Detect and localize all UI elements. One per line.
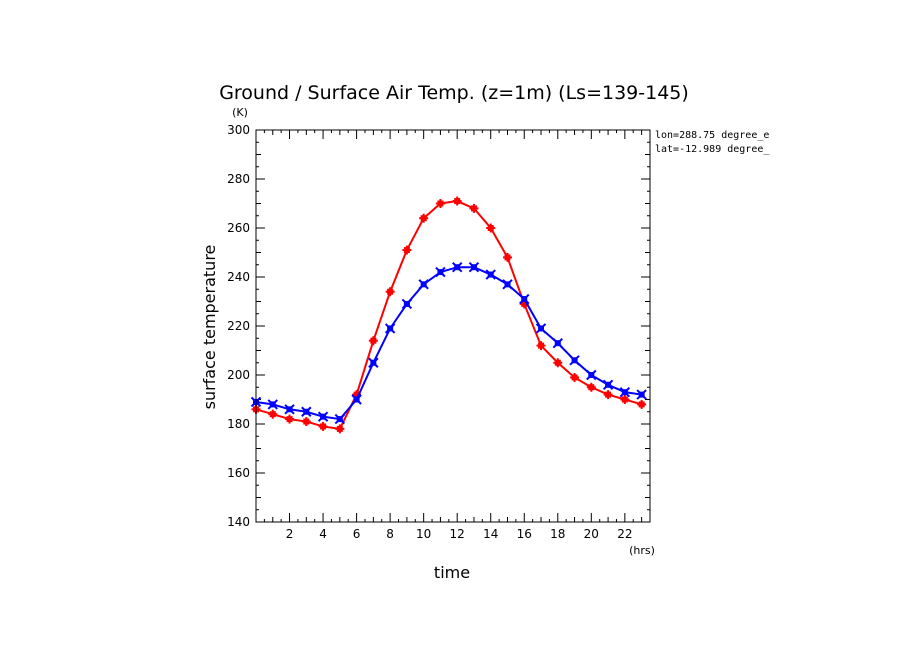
data-point: [384, 323, 396, 334]
data-point: [586, 382, 596, 392]
y-axis-unit: (K): [232, 106, 248, 119]
data-point: [519, 293, 530, 305]
data-point: [553, 358, 563, 368]
y-tick-label: 180: [227, 417, 250, 431]
x-tick-label: 2: [286, 527, 294, 541]
data-point: [569, 355, 580, 366]
data-point: [620, 395, 630, 404]
data-point: [586, 369, 597, 381]
x-axis-label: time: [434, 563, 470, 582]
data-point: [637, 399, 647, 409]
data-point: [552, 337, 563, 349]
data-point: [502, 279, 513, 290]
data-point: [351, 394, 362, 405]
y-tick-label: 240: [227, 270, 250, 284]
x-axis-unit: (hrs): [629, 544, 655, 557]
data-point: [268, 409, 278, 419]
y-tick-label: 280: [227, 172, 250, 186]
x-tick-label: 22: [617, 527, 632, 541]
x-tick-label: 8: [386, 527, 394, 541]
y-tick-label: 300: [227, 123, 250, 137]
series-2: [250, 261, 647, 425]
data-point: [402, 245, 412, 255]
data-point: [486, 223, 496, 233]
data-point: [536, 341, 546, 351]
plot-frame: [255, 129, 651, 523]
data-point: [385, 287, 395, 297]
x-tick-label: 10: [416, 527, 431, 541]
data-point: [285, 414, 295, 424]
y-axis-label: surface temperature: [200, 245, 219, 410]
data-point: [284, 404, 295, 415]
data-point: [301, 417, 311, 427]
series-line: [255, 200, 642, 430]
data-point: [636, 389, 647, 400]
data-point: [401, 298, 413, 310]
data-point: [619, 386, 631, 398]
x-tick-label: 6: [353, 527, 361, 541]
data-point: [318, 421, 328, 431]
chart-title: Ground / Surface Air Temp. (z=1m) (Ls=13…: [219, 82, 689, 104]
data-point: [419, 213, 429, 223]
data-point: [368, 336, 378, 346]
x-tick-label: 14: [483, 527, 498, 541]
x-tick-label: 12: [450, 527, 465, 541]
x-tick-label: 4: [319, 527, 327, 541]
series-line: [255, 266, 642, 421]
data-point: [301, 406, 312, 417]
data-point: [435, 199, 445, 208]
data-point: [368, 357, 379, 368]
y-tick-label: 160: [227, 466, 250, 480]
series-1: [251, 196, 647, 434]
data-point: [267, 399, 278, 410]
info-clip-mask: [779, 126, 819, 160]
data-point: [603, 390, 613, 400]
data-point: [502, 252, 512, 262]
y-tick-label: 260: [227, 221, 250, 235]
y-tick-label: 220: [227, 319, 250, 333]
latitude-annotation: lat=-12.989 degree_: [655, 144, 770, 155]
x-tick-label: 16: [517, 527, 532, 541]
data-point: [451, 261, 463, 273]
data-point: [335, 424, 345, 434]
data-point: [469, 203, 479, 213]
data-point: [418, 279, 429, 290]
y-tick-label: 200: [227, 368, 250, 382]
data-point: [468, 261, 480, 273]
longitude-annotation: lon=288.75 degree_e: [655, 130, 769, 141]
x-tick-label: 20: [584, 527, 599, 541]
data-point: [317, 411, 329, 422]
data-point: [485, 269, 496, 280]
data-point: [535, 323, 547, 334]
data-point: [334, 413, 346, 425]
y-tick-label: 140: [227, 515, 250, 529]
x-tick-label: 18: [550, 527, 565, 541]
data-point: [602, 379, 614, 391]
data-point: [452, 196, 462, 206]
data-point: [570, 372, 580, 382]
data-point: [435, 266, 446, 278]
